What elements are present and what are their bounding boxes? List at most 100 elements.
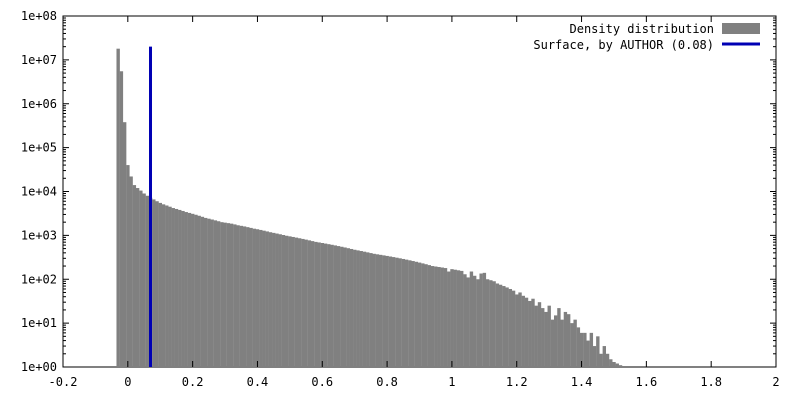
histogram-bar — [340, 246, 344, 367]
histogram-bar — [466, 277, 470, 367]
y-tick-label: 1e+05 — [21, 141, 57, 155]
histogram-bar — [550, 319, 555, 367]
histogram-bar — [372, 253, 376, 367]
histogram-bar — [434, 266, 438, 367]
histogram-bar — [242, 226, 247, 367]
histogram-bar — [615, 363, 619, 367]
histogram-bar — [356, 250, 360, 367]
histogram-bar — [236, 225, 240, 367]
histogram-bar — [285, 235, 289, 367]
histogram-bar — [239, 225, 244, 367]
histogram-bar — [323, 243, 328, 367]
histogram-bar — [401, 258, 406, 367]
histogram-bar — [450, 269, 454, 367]
histogram-bar — [531, 298, 535, 367]
histogram-bar — [165, 205, 169, 367]
histogram-bar — [408, 260, 412, 367]
histogram-bar — [515, 294, 519, 367]
histogram-bar — [563, 311, 568, 367]
histogram-bar — [427, 265, 431, 367]
histogram-bar — [430, 266, 435, 367]
histogram-bar — [152, 199, 156, 367]
y-tick-label: 1e+04 — [21, 185, 57, 199]
histogram-bar — [495, 283, 500, 367]
histogram-bar — [395, 257, 399, 367]
histogram-bar — [482, 272, 487, 367]
histogram-bar — [197, 215, 201, 367]
histogram-bar — [421, 263, 425, 367]
histogram-bar — [129, 176, 133, 367]
histogram-bar — [272, 232, 276, 367]
y-tick-label: 1e+08 — [21, 9, 57, 23]
histogram-bar — [203, 217, 208, 367]
histogram-bar — [570, 323, 574, 367]
x-tick-label: 2 — [772, 375, 779, 389]
histogram-bar — [547, 305, 551, 367]
histogram-bar — [252, 228, 256, 367]
histogram-bar — [460, 270, 464, 367]
histogram-bar — [411, 261, 415, 367]
histogram-bar — [612, 362, 616, 367]
x-axis: -0.2 0 0.2 0.4 0.6 0.8 1 1.2 1.4 1.6 1.8 2 — [49, 16, 780, 389]
histogram-bar — [544, 311, 548, 367]
histogram-bar — [281, 234, 286, 367]
histogram-bar — [314, 241, 318, 367]
histogram-bar — [158, 202, 162, 367]
histogram-bar — [498, 284, 503, 367]
histogram-bar — [414, 261, 419, 367]
histogram-bar — [184, 212, 188, 367]
histogram-bar — [391, 257, 396, 367]
histogram-bar — [382, 255, 386, 367]
histogram-bar — [349, 248, 354, 367]
histogram-bar — [524, 297, 529, 367]
histogram-bar — [297, 238, 302, 367]
histogram-bar — [369, 253, 373, 367]
histogram-bar — [265, 231, 269, 367]
histogram-bar — [502, 286, 506, 367]
histogram-bar — [327, 244, 331, 367]
histogram-bar — [505, 287, 509, 367]
x-tick-label: 0 — [124, 375, 131, 389]
histogram-bar — [139, 190, 143, 367]
legend-swatch-density — [722, 23, 760, 34]
x-tick-label: 1 — [448, 375, 455, 389]
histogram-bar — [122, 122, 127, 367]
y-axis: 1e+00 1e+01 1e+02 1e+03 1e+04 1e+05 1e+06 1e+07… — [21, 9, 776, 374]
histogram-bar — [492, 281, 496, 367]
y-tick-label: 1e+00 — [21, 360, 57, 374]
x-tick-label: 0.6 — [311, 375, 333, 389]
histogram-bar — [294, 237, 299, 367]
histogram-bar — [560, 319, 564, 367]
histogram-bar — [437, 267, 441, 367]
y-tick-label: 1e+03 — [21, 228, 57, 242]
histogram-bar — [126, 165, 130, 367]
histogram-bar — [596, 336, 600, 367]
histogram-bar — [301, 238, 305, 367]
histogram-bar — [291, 236, 295, 367]
histogram-bar — [220, 222, 224, 367]
histogram-bar — [417, 262, 422, 367]
histogram-bar — [259, 229, 263, 367]
histogram-bar — [207, 218, 211, 367]
histogram-bar — [255, 229, 260, 367]
histogram-bar — [346, 248, 350, 367]
histogram-bar — [142, 193, 146, 367]
x-tick-label: -0.2 — [49, 375, 78, 389]
histogram-bar — [579, 332, 584, 367]
x-tick-label: 0.2 — [182, 375, 204, 389]
x-tick-label: 1.2 — [506, 375, 528, 389]
histogram-bar — [275, 233, 279, 367]
histogram-bar — [229, 223, 234, 367]
x-tick-label: 0.4 — [247, 375, 269, 389]
histogram-bar — [353, 249, 357, 367]
histogram-bar — [359, 251, 363, 367]
legend: Density distribution Surface, by AUTHOR … — [533, 22, 760, 52]
y-tick-label: 1e+01 — [21, 316, 57, 330]
histogram-bar — [200, 216, 205, 367]
histogram-bar — [469, 271, 474, 367]
histogram-bar — [541, 308, 545, 367]
histogram-bar — [605, 353, 610, 367]
histogram-bar — [223, 222, 227, 367]
histogram-bar — [174, 208, 179, 367]
